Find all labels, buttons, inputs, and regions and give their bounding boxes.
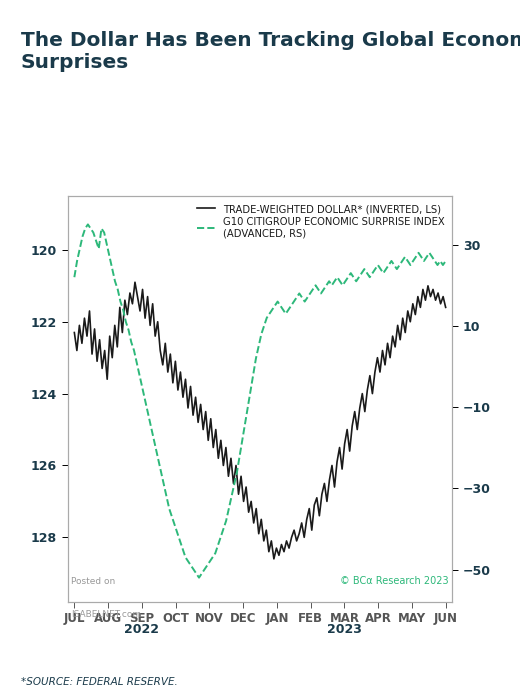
Text: 2023: 2023 bbox=[327, 622, 362, 636]
Legend: TRADE-WEIGHTED DOLLAR* (INVERTED, LS), G10 CITIGROUP ECONOMIC SURPRISE INDEX
(AD: TRADE-WEIGHTED DOLLAR* (INVERTED, LS), G… bbox=[193, 201, 447, 241]
Text: 2022: 2022 bbox=[124, 622, 159, 636]
Text: ISABELNET.com: ISABELNET.com bbox=[71, 610, 141, 619]
Text: *SOURCE: FEDERAL RESERVE.: *SOURCE: FEDERAL RESERVE. bbox=[21, 678, 177, 687]
Text: Posted on: Posted on bbox=[71, 577, 115, 586]
Text: © BCα Research 2023: © BCα Research 2023 bbox=[340, 576, 449, 586]
Text: Surprises: Surprises bbox=[21, 52, 129, 71]
Text: The Dollar Has Been Tracking Global Economic: The Dollar Has Been Tracking Global Econ… bbox=[21, 32, 520, 50]
